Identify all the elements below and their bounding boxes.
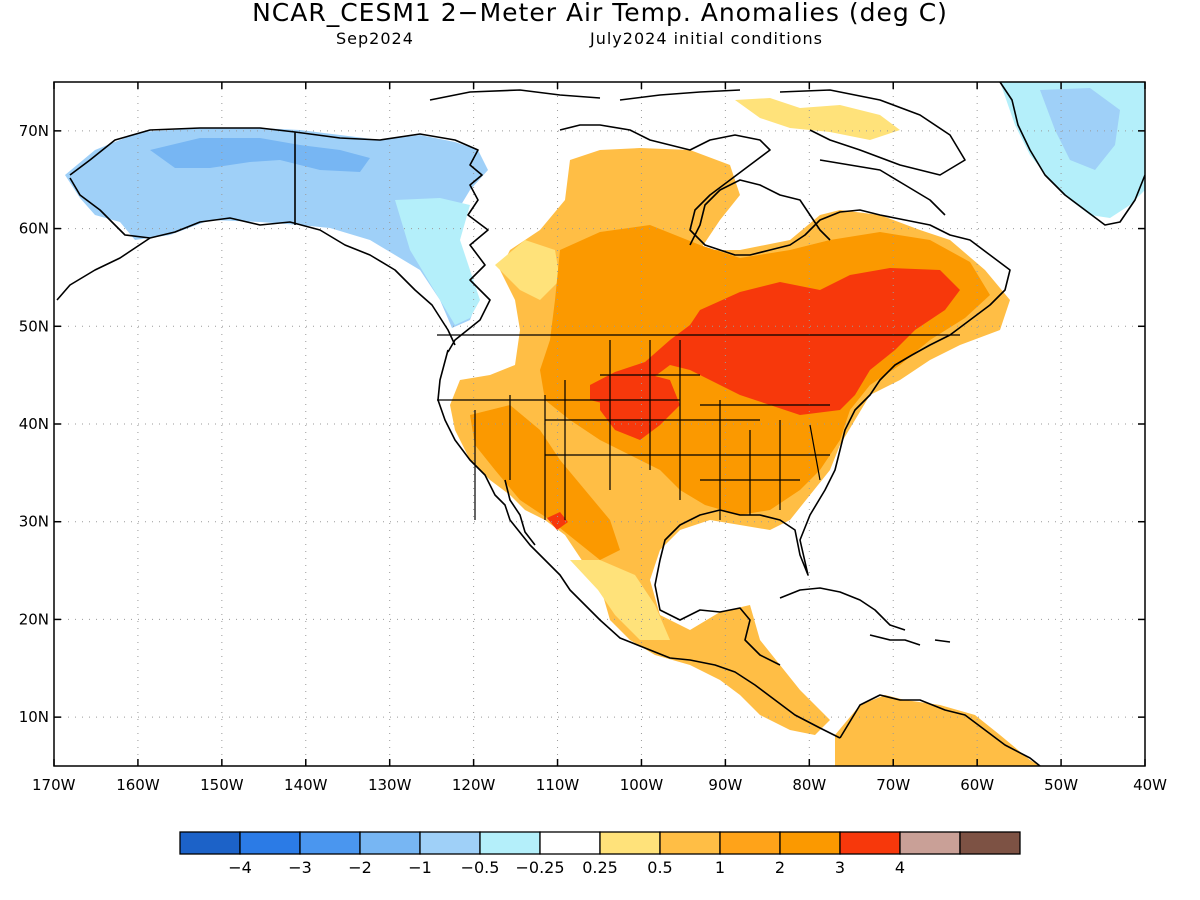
cold-anomaly-alaska-core xyxy=(150,138,370,172)
colorbar-label: −0.5 xyxy=(461,858,500,877)
initial-conditions-label: July2024 initial conditions xyxy=(590,29,823,48)
warm-anomaly-south-america xyxy=(835,695,1040,766)
colorbar-swatch xyxy=(659,831,721,855)
lon-label: 140W xyxy=(284,776,328,794)
lon-label: 90W xyxy=(708,776,742,794)
lat-label: 30N xyxy=(19,513,49,531)
map-frame xyxy=(53,81,1146,767)
colorbar-swatch xyxy=(959,831,1021,855)
lon-label: 70W xyxy=(876,776,910,794)
colorbar-label: −0.25 xyxy=(515,858,564,877)
colorbar-swatch xyxy=(239,831,301,855)
lon-label: 80W xyxy=(792,776,826,794)
lat-label: 50N xyxy=(19,317,49,335)
colorbar-swatch xyxy=(359,831,421,855)
colorbar-swatch xyxy=(719,831,781,855)
colorbar-swatch xyxy=(779,831,841,855)
colorbar-swatch xyxy=(479,831,541,855)
colorbar-label: −1 xyxy=(408,858,432,877)
coastline-hudson-bay xyxy=(689,179,831,246)
coastlines xyxy=(56,82,1145,766)
coastline-south-america xyxy=(839,694,1041,766)
coastline-gulf-east xyxy=(559,124,1011,666)
colorbar-label: −3 xyxy=(288,858,312,877)
coastline-west-us-mexico xyxy=(437,349,841,739)
colorbar-label: 0.25 xyxy=(582,858,618,877)
coastline-caribbean xyxy=(779,587,951,646)
colorbar-label: 3 xyxy=(835,858,845,877)
coastline-greenland xyxy=(999,82,1145,226)
lon-label: 160W xyxy=(116,776,160,794)
lon-label: 40W xyxy=(1133,776,1167,794)
coastline-alaska xyxy=(56,127,491,353)
lon-label: 120W xyxy=(452,776,496,794)
coastline-arctic-islands xyxy=(429,89,966,216)
hot-anomaly-great-lakes xyxy=(590,268,960,415)
colorbar-swatch xyxy=(179,831,241,855)
hot-anomaly-spot xyxy=(547,512,568,530)
latitude-labels: 70N 60N 50N 40N 30N 20N 10N xyxy=(19,122,49,726)
colorbar-labels: −4 −3 −2 −1 −0.5 −0.25 0.25 0.5 1 2 3 4 xyxy=(228,858,905,877)
lat-label: 20N xyxy=(19,610,49,628)
lat-label: 40N xyxy=(19,415,49,433)
colorbar-swatch xyxy=(299,831,361,855)
lon-label: 110W xyxy=(536,776,580,794)
lon-label: 60W xyxy=(960,776,994,794)
slight-warm-anomaly-arctic xyxy=(735,98,900,140)
lat-label: 10N xyxy=(19,708,49,726)
hot-anomaly-plains xyxy=(600,372,680,440)
lon-label: 50W xyxy=(1044,776,1078,794)
colorbar-swatch xyxy=(899,831,961,855)
map-title: NCAR_CESM1 2−Meter Air Temp. Anomalies (… xyxy=(252,0,948,27)
colorbar-label: 2 xyxy=(775,858,785,877)
colorbar-label: −4 xyxy=(228,858,252,877)
cold-anomaly-greenland-core xyxy=(1040,88,1120,170)
colorbar-swatch xyxy=(839,831,901,855)
forecast-month: Sep2024 xyxy=(336,29,414,48)
slight-cold-anomaly-bc xyxy=(395,198,480,325)
cold-anomaly-alaska xyxy=(65,128,488,328)
longitude-labels: 170W 160W 150W 140W 130W 120W 110W 100W 90W 80W 70… xyxy=(32,776,1167,794)
colorbar-swatch xyxy=(419,831,481,855)
lat-label: 60N xyxy=(19,220,49,238)
state-borders xyxy=(437,334,960,520)
slight-warm-anomaly-mexico xyxy=(570,560,670,640)
lon-label: 170W xyxy=(32,776,76,794)
anomaly-shading xyxy=(65,82,1145,766)
colorbar-swatch xyxy=(539,831,601,855)
colorbar-label: 1 xyxy=(715,858,725,877)
colorbar-label: 4 xyxy=(895,858,905,877)
lon-label: 130W xyxy=(368,776,412,794)
colorbar-label: −2 xyxy=(348,858,372,877)
colorbar xyxy=(179,831,1021,855)
slight-warm-anomaly-west xyxy=(495,240,560,300)
lat-label: 70N xyxy=(19,122,49,140)
colorbar-swatch xyxy=(599,831,661,855)
lon-label: 150W xyxy=(200,776,244,794)
colorbar-label: 0.5 xyxy=(647,858,672,877)
lon-label: 100W xyxy=(620,776,664,794)
